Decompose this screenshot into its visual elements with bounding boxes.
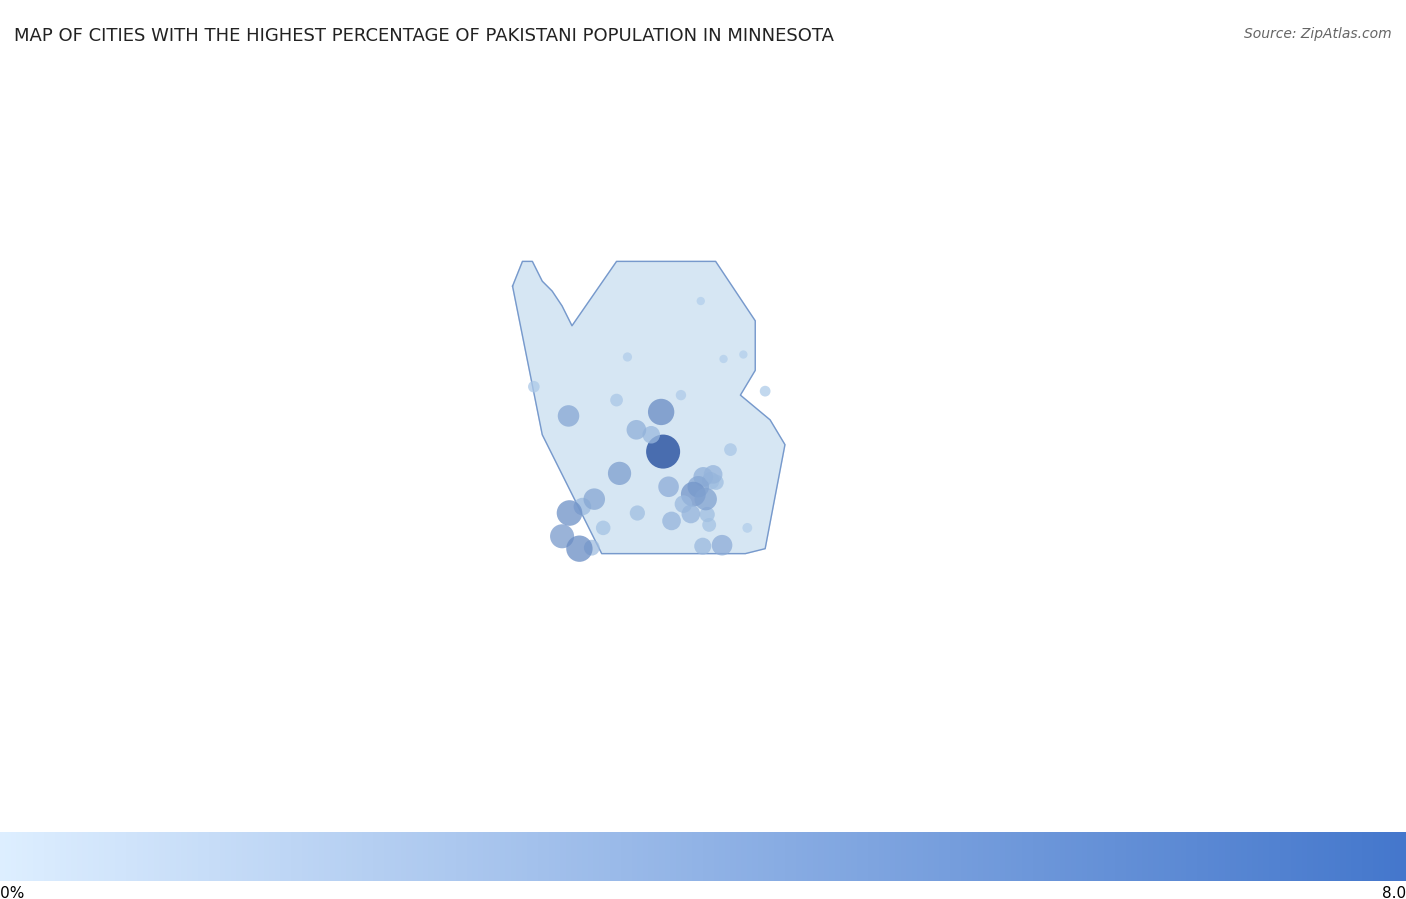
Point — [672, 497, 695, 512]
Point — [720, 442, 742, 457]
Point — [650, 405, 672, 419]
Point — [682, 487, 704, 502]
Point — [711, 538, 734, 552]
Point — [692, 539, 714, 554]
Point — [695, 492, 717, 506]
Point — [571, 499, 593, 513]
Point — [699, 474, 721, 488]
Point — [697, 518, 720, 532]
Point — [592, 521, 614, 535]
Point — [737, 521, 759, 535]
Point — [640, 428, 662, 442]
Point — [609, 467, 631, 481]
Point — [652, 444, 675, 458]
Point — [702, 467, 724, 482]
Point — [696, 507, 718, 521]
Polygon shape — [513, 262, 785, 554]
Point — [688, 479, 710, 494]
Point — [606, 393, 628, 407]
Point — [704, 475, 727, 489]
Point — [754, 384, 776, 398]
Point — [626, 506, 648, 521]
Point — [713, 352, 735, 366]
Point — [689, 294, 711, 308]
Point — [583, 492, 606, 506]
Point — [557, 409, 579, 423]
Point — [669, 388, 692, 403]
Point — [568, 541, 591, 556]
Point — [679, 507, 702, 521]
Point — [626, 423, 648, 437]
Point — [658, 479, 681, 494]
Text: Source: ZipAtlas.com: Source: ZipAtlas.com — [1244, 27, 1392, 41]
Point — [692, 469, 714, 484]
Point — [661, 513, 683, 528]
Point — [616, 350, 638, 364]
Text: MAP OF CITIES WITH THE HIGHEST PERCENTAGE OF PAKISTANI POPULATION IN MINNESOTA: MAP OF CITIES WITH THE HIGHEST PERCENTAG… — [14, 27, 834, 45]
Point — [581, 540, 603, 555]
Point — [551, 530, 574, 544]
Point — [733, 347, 755, 361]
Point — [558, 506, 581, 521]
Point — [523, 379, 546, 394]
